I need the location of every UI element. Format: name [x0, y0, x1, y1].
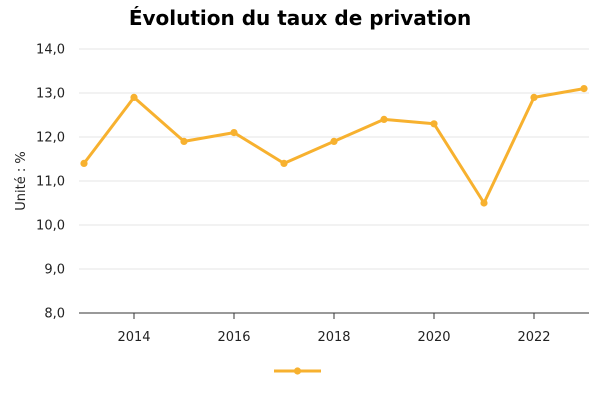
x-axis: 2014 2016 2018 2020 2022	[79, 312, 589, 345]
data-point	[480, 199, 488, 207]
y-tick-label: 11,0	[36, 175, 65, 190]
data-point	[330, 137, 338, 145]
series-line	[82, 87, 585, 205]
data-point	[80, 159, 88, 167]
x-tick-label: 2020	[417, 330, 450, 345]
x-tick-label: 2016	[217, 330, 250, 345]
x-tick-label: 2014	[117, 330, 150, 345]
data-point	[430, 120, 438, 128]
data-point	[280, 159, 288, 167]
y-tick-label: 12,0	[36, 131, 65, 146]
y-tick-label: 10,0	[36, 219, 65, 234]
data-point	[130, 93, 138, 101]
x-tick-label: 2018	[317, 330, 350, 345]
data-point	[230, 129, 238, 137]
series	[80, 85, 588, 207]
y-tick-labels: 8,0 9,0 10,0 11,0 12,0 13,0 14,0	[36, 43, 65, 322]
chart-title: Évolution du taux de privation	[129, 6, 471, 30]
data-point	[180, 137, 188, 145]
legend-marker	[293, 367, 302, 375]
y-axis-label: Unité : %	[14, 151, 29, 210]
grid	[79, 48, 589, 270]
y-tick-label: 13,0	[36, 87, 65, 102]
data-point	[580, 85, 588, 93]
y-tick-label: 14,0	[36, 43, 65, 58]
data-point	[380, 115, 388, 123]
legend[interactable]	[274, 367, 321, 375]
data-point	[530, 93, 538, 101]
y-tick-label: 9,0	[44, 263, 65, 278]
y-tick-label: 8,0	[44, 307, 65, 322]
x-tick-label: 2022	[517, 330, 550, 345]
